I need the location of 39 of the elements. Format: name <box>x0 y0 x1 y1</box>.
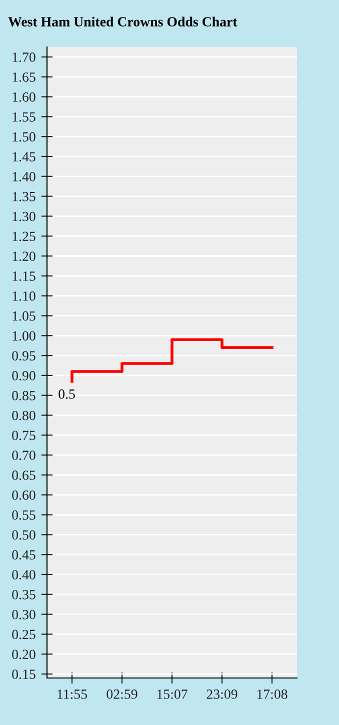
y-tick-label: 1.55 <box>12 112 36 122</box>
chart-title: West Ham United Crowns Odds Chart <box>8 16 238 27</box>
y-tick-label: 0.55 <box>12 510 36 520</box>
y-tick-label: 1.00 <box>12 331 36 341</box>
y-tick-label: 1.15 <box>12 272 36 281</box>
y-tick-label: 0.15 <box>12 670 36 680</box>
y-tick-label: 0.85 <box>12 390 36 400</box>
y-tick-label: 1.40 <box>12 172 36 182</box>
y-tick-label: 0.20 <box>12 650 36 660</box>
y-tick-label: 1.70 <box>12 52 36 62</box>
y-tick-label: 1.60 <box>12 92 36 102</box>
y-tick-label: 1.30 <box>12 212 36 222</box>
y-tick-label: 0.70 <box>12 450 36 460</box>
x-tick-label: 11:55 <box>58 690 88 699</box>
x-tick-label: 17:08 <box>257 690 288 699</box>
y-tick-label: 1.65 <box>12 72 36 82</box>
y-tick-label: 0.25 <box>12 630 36 640</box>
y-tick-label: 0.60 <box>12 490 36 500</box>
x-tick-label: 23:09 <box>206 690 238 699</box>
y-tick-label: 0.35 <box>12 590 36 600</box>
y-tick-label: 1.50 <box>12 132 36 142</box>
x-tick-label: 15:07 <box>157 690 188 699</box>
y-tick-label: 1.45 <box>12 152 36 162</box>
y-tick-label: 0.80 <box>12 410 36 420</box>
y-tick-label: 0.50 <box>12 530 36 540</box>
y-tick-label: 0.45 <box>12 550 36 560</box>
y-tick-label: 0.30 <box>12 610 36 620</box>
y-tick-label: 0.75 <box>12 430 36 440</box>
y-tick-label: 1.10 <box>12 291 36 301</box>
y-tick-label: 0.90 <box>12 371 36 380</box>
y-tick-label: 0.95 <box>12 351 36 361</box>
annotation: 0.5 <box>58 389 75 399</box>
y-tick-label: 0.40 <box>12 570 36 580</box>
y-tick-label: 1.20 <box>12 252 36 262</box>
x-tick-label: 02:59 <box>106 690 138 699</box>
y-tick-label: 1.35 <box>12 192 36 202</box>
y-tick-label: 1.25 <box>12 232 36 242</box>
y-tick-label: 0.65 <box>12 470 36 480</box>
y-tick-label: 1.05 <box>12 311 36 321</box>
